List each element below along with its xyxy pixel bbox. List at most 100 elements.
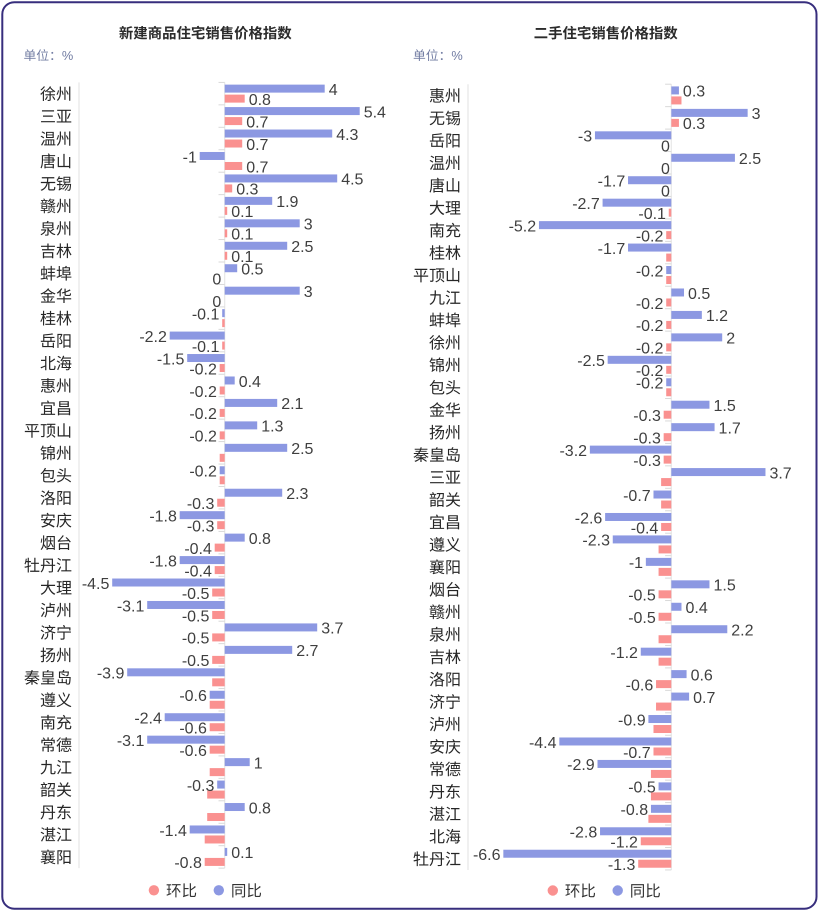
svg-text:1.9: 1.9	[276, 194, 298, 211]
svg-text:-1.8: -1.8	[149, 553, 177, 570]
svg-text:4: 4	[329, 82, 338, 99]
svg-text:-0.1: -0.1	[638, 206, 666, 223]
svg-text:0.8: 0.8	[249, 800, 271, 817]
svg-text:-2.8: -2.8	[570, 825, 598, 842]
svg-text:1.5: 1.5	[713, 398, 735, 415]
svg-text:-1: -1	[183, 149, 197, 166]
svg-text:-5.2: -5.2	[509, 218, 537, 235]
svg-text:0.5: 0.5	[688, 286, 710, 303]
svg-text:-0.2: -0.2	[636, 318, 664, 335]
svg-text:1: 1	[254, 755, 263, 772]
svg-text:-0.2: -0.2	[636, 228, 664, 245]
svg-text:0: 0	[661, 139, 670, 156]
svg-text:-3.2: -3.2	[559, 443, 587, 460]
svg-text:-0.4: -0.4	[184, 563, 212, 580]
svg-text:3: 3	[752, 106, 761, 123]
svg-text:-0.4: -0.4	[631, 520, 659, 537]
svg-text:1.3: 1.3	[261, 419, 283, 436]
svg-text:3: 3	[304, 217, 313, 234]
svg-text:-0.3: -0.3	[633, 408, 661, 425]
svg-text:-0.2: -0.2	[636, 376, 664, 393]
svg-text:4.3: 4.3	[336, 127, 358, 144]
svg-text:0.5: 0.5	[241, 262, 263, 279]
svg-text:-1.5: -1.5	[157, 351, 185, 368]
svg-text:0: 0	[661, 161, 670, 178]
svg-text:-0.5: -0.5	[182, 608, 210, 625]
svg-text:0.3: 0.3	[683, 116, 705, 133]
svg-text:-0.2: -0.2	[189, 429, 217, 446]
svg-text:-4.5: -4.5	[82, 576, 110, 593]
svg-text:-0.8: -0.8	[621, 802, 649, 819]
svg-text:-1.2: -1.2	[610, 645, 638, 662]
svg-text:0.8: 0.8	[249, 531, 271, 548]
svg-text:-0.6: -0.6	[179, 688, 207, 705]
svg-text:-2.3: -2.3	[582, 533, 610, 550]
svg-text:-6.6: -6.6	[473, 847, 501, 864]
svg-text:%: %	[451, 48, 462, 63]
svg-text:2.7: 2.7	[296, 643, 318, 660]
svg-text:0.4: 0.4	[239, 374, 261, 391]
svg-text:-2.4: -2.4	[134, 711, 162, 728]
svg-text:-0.2: -0.2	[189, 361, 217, 378]
svg-text:0.4: 0.4	[685, 600, 707, 617]
svg-text:-1.4: -1.4	[159, 823, 187, 840]
svg-text:-3.1: -3.1	[117, 733, 145, 750]
svg-text:-1.7: -1.7	[598, 174, 626, 191]
svg-text:-0.2: -0.2	[636, 363, 664, 380]
svg-text:0.8: 0.8	[249, 92, 271, 109]
svg-text:-0.3: -0.3	[187, 778, 215, 795]
svg-text:-1.7: -1.7	[598, 241, 626, 258]
svg-text:0.7: 0.7	[246, 159, 268, 176]
svg-text:1.5: 1.5	[713, 578, 735, 595]
svg-text:-0.7: -0.7	[623, 745, 651, 762]
svg-text:-0.4: -0.4	[184, 541, 212, 558]
svg-text:0.1: 0.1	[231, 204, 253, 221]
svg-text:-0.6: -0.6	[626, 677, 654, 694]
svg-text:2.5: 2.5	[291, 441, 313, 458]
svg-text:-0.8: -0.8	[174, 855, 202, 872]
svg-text:2.5: 2.5	[739, 151, 761, 168]
svg-text:%: %	[62, 48, 73, 63]
svg-text:-0.5: -0.5	[628, 588, 656, 605]
svg-text:0.6: 0.6	[691, 667, 713, 684]
svg-text:0.7: 0.7	[693, 690, 715, 707]
svg-text:-0.3: -0.3	[633, 453, 661, 470]
svg-text:-0.2: -0.2	[189, 406, 217, 423]
svg-text:2.5: 2.5	[291, 239, 313, 256]
svg-text:2.3: 2.3	[286, 486, 308, 503]
svg-text:0: 0	[212, 272, 221, 289]
svg-text:-3.1: -3.1	[117, 598, 145, 615]
svg-text:-0.3: -0.3	[633, 430, 661, 447]
svg-text:5.4: 5.4	[364, 104, 386, 121]
svg-text:-0.5: -0.5	[628, 780, 656, 797]
svg-text:-0.5: -0.5	[628, 610, 656, 627]
svg-text:2.1: 2.1	[281, 396, 303, 413]
svg-text:-1.2: -1.2	[610, 835, 638, 852]
svg-text:-0.5: -0.5	[182, 653, 210, 670]
svg-text:-1.3: -1.3	[608, 857, 636, 874]
svg-text:4.5: 4.5	[341, 172, 363, 189]
svg-text:-0.5: -0.5	[182, 586, 210, 603]
svg-text:3.7: 3.7	[769, 465, 791, 482]
svg-text:-2.7: -2.7	[572, 196, 600, 213]
svg-text:-0.2: -0.2	[189, 384, 217, 401]
svg-text:3.7: 3.7	[321, 621, 343, 638]
svg-text:-0.2: -0.2	[636, 296, 664, 313]
svg-text:1.7: 1.7	[719, 420, 741, 437]
svg-text:-4.4: -4.4	[529, 735, 557, 752]
svg-text:-2.6: -2.6	[575, 510, 603, 527]
svg-text:-0.6: -0.6	[179, 743, 207, 760]
svg-text:-0.6: -0.6	[179, 721, 207, 738]
svg-text:2: 2	[726, 331, 735, 348]
svg-text:0.3: 0.3	[236, 182, 258, 199]
svg-text:-0.2: -0.2	[189, 464, 217, 481]
svg-text:-0.7: -0.7	[623, 488, 651, 505]
svg-text:1.2: 1.2	[706, 308, 728, 325]
svg-text:-0.1: -0.1	[192, 306, 220, 323]
svg-text:3: 3	[304, 284, 313, 301]
svg-text:-1.8: -1.8	[149, 508, 177, 525]
svg-text:-0.3: -0.3	[187, 518, 215, 535]
svg-text:0.1: 0.1	[231, 249, 253, 266]
svg-text:-0.1: -0.1	[192, 339, 220, 356]
svg-text:-1: -1	[629, 555, 643, 572]
